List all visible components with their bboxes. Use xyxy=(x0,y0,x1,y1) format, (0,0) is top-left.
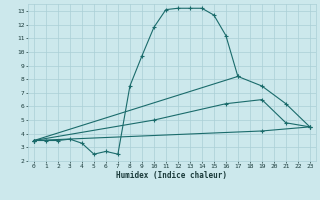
X-axis label: Humidex (Indice chaleur): Humidex (Indice chaleur) xyxy=(116,171,228,180)
